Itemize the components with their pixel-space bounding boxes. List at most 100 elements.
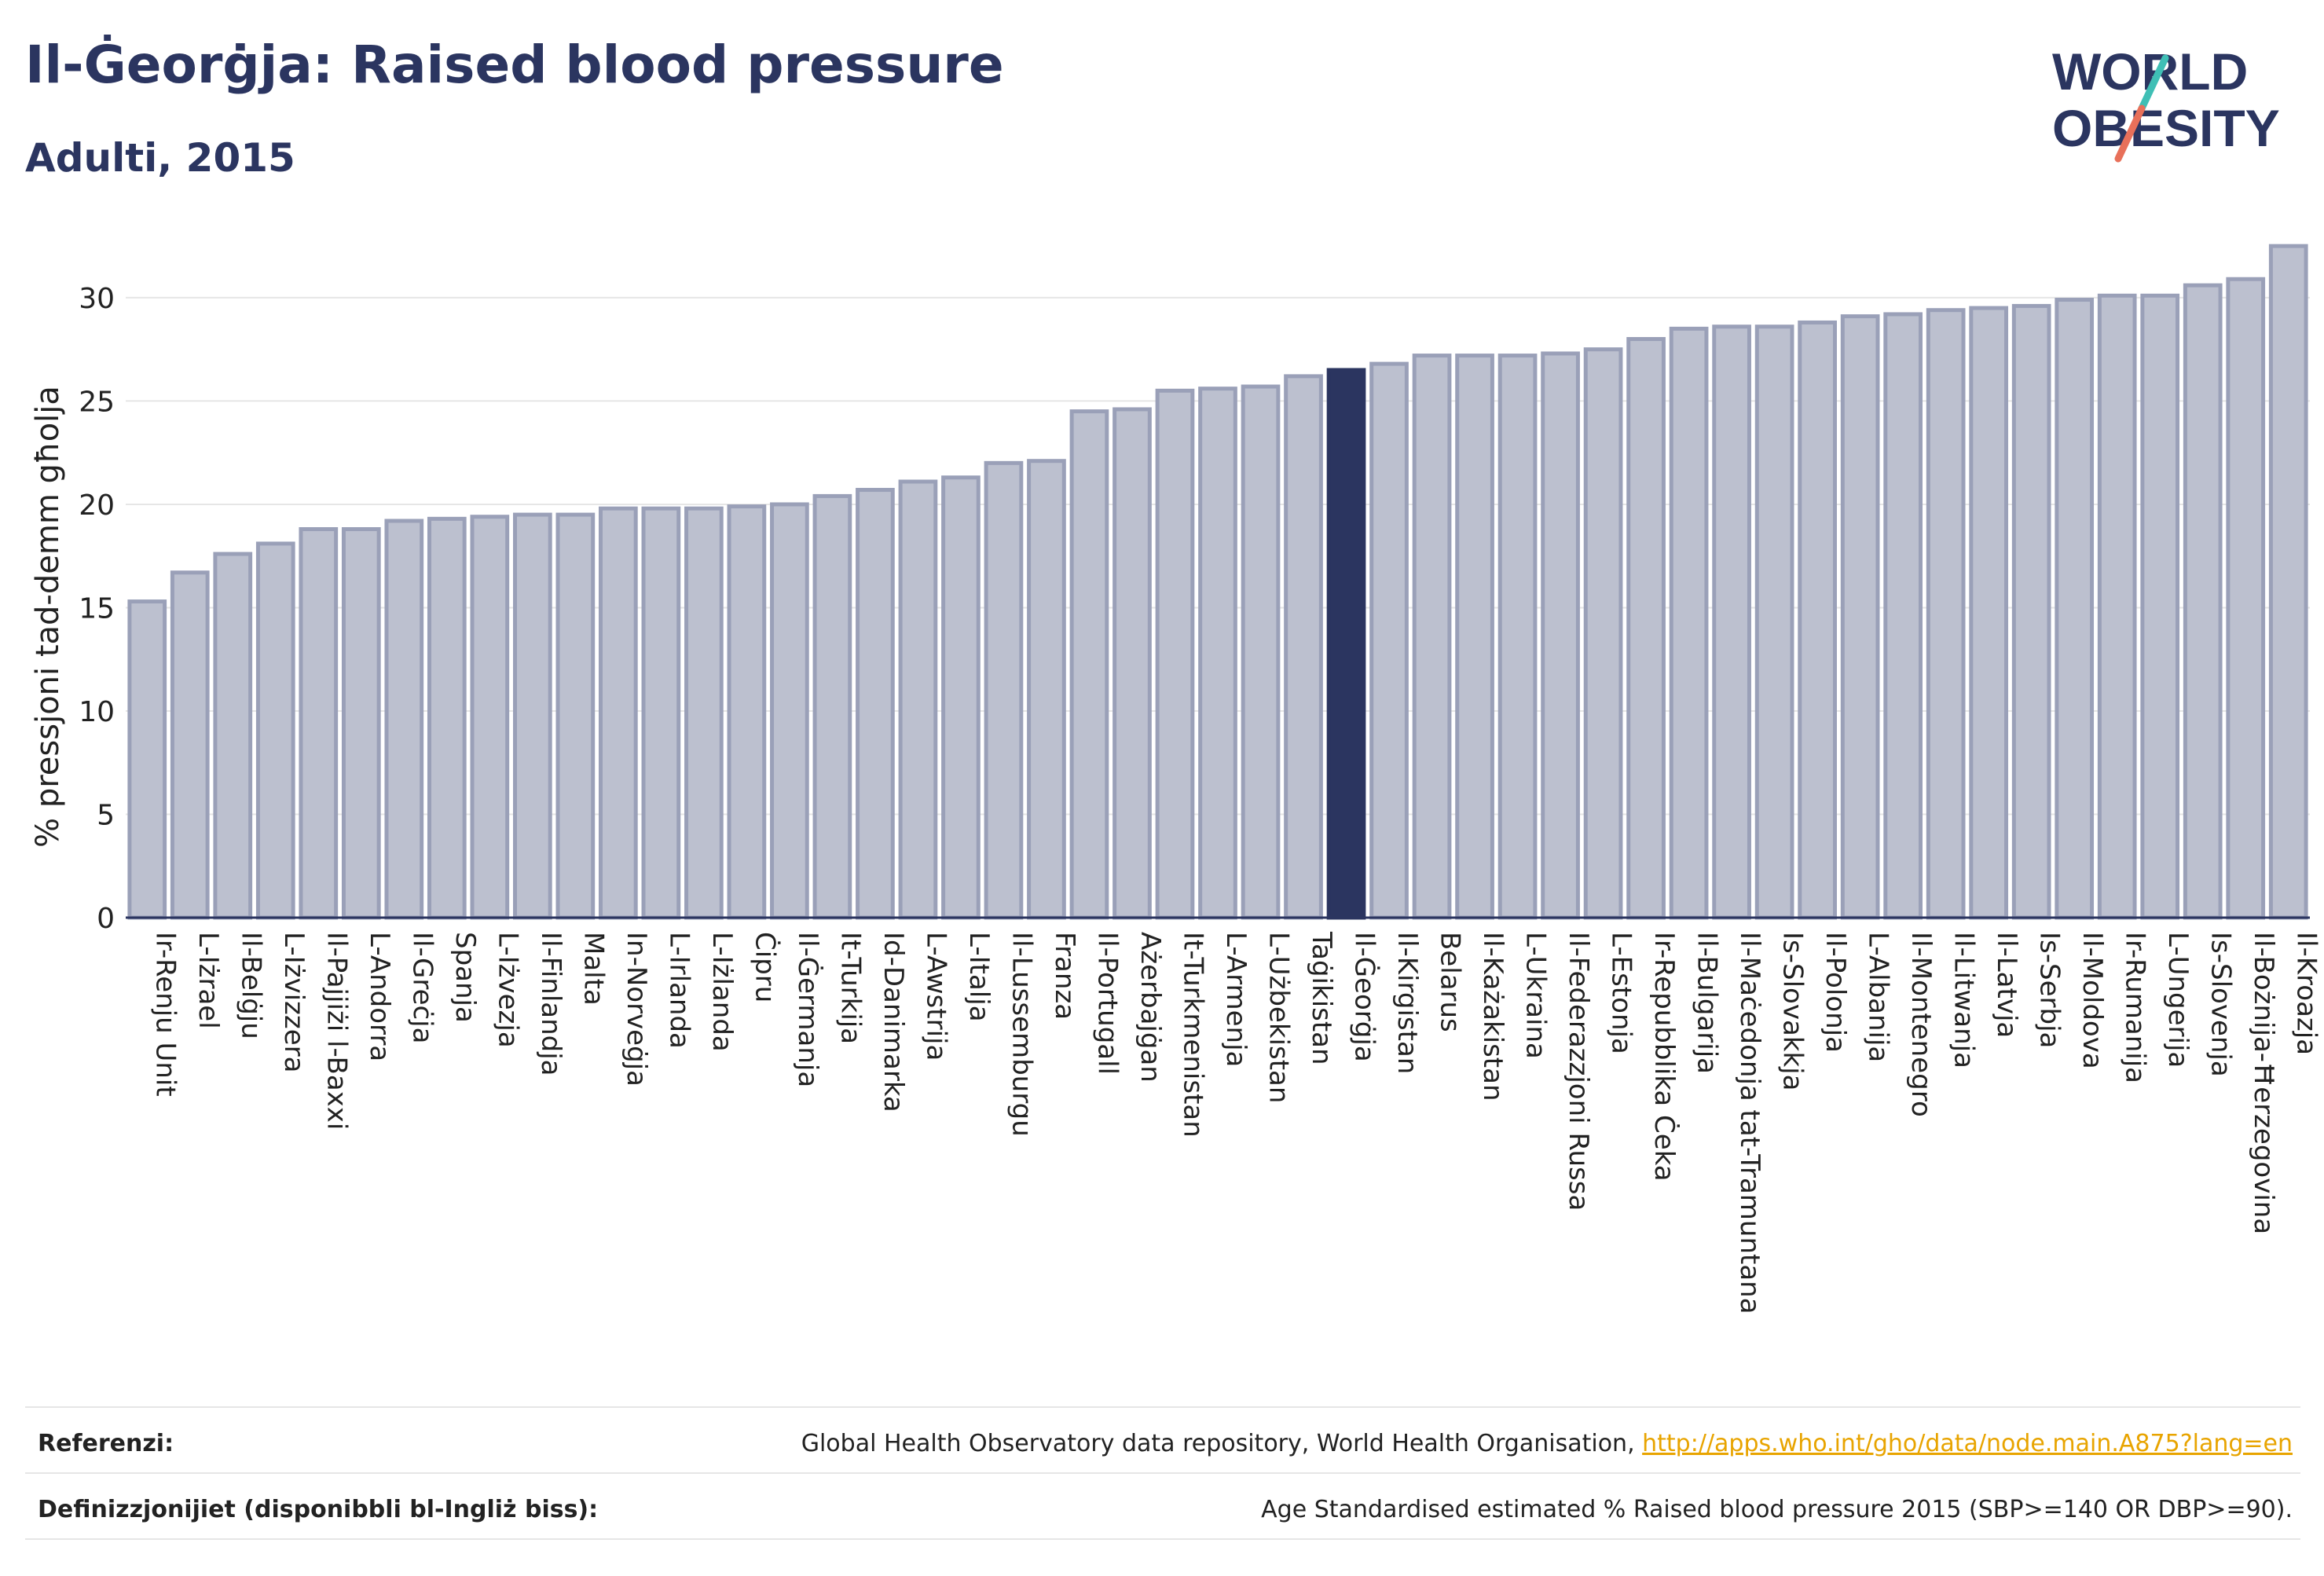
- x-tick-label: L-Użbekistan: [1263, 932, 1295, 1103]
- bars: [127, 244, 2308, 920]
- bar: [213, 552, 253, 920]
- bar: [1113, 407, 1152, 920]
- bar-chart: 0 5 10 15 20 25 30 Ir-Renju Unit L-Iżrael Il-Bel…: [30, 244, 2322, 1314]
- footer-divider-top: [25, 1406, 2300, 1408]
- bar: [856, 488, 895, 920]
- x-tick-label: Il-Polonja: [1820, 932, 1851, 1053]
- y-tick-labels: 0 5 10 15 20 25 30: [79, 283, 115, 935]
- bar: [1883, 312, 1923, 920]
- bar: [2055, 298, 2095, 920]
- x-tick-label: L-Armenja: [1220, 932, 1252, 1067]
- bar: [2140, 293, 2180, 920]
- bar: [599, 506, 638, 920]
- x-tick-label: Ir-Renju Unit: [149, 932, 181, 1097]
- bar: [1241, 384, 1281, 920]
- x-tick-label: Il-Ġeorġja: [1349, 932, 1381, 1062]
- bar: [384, 519, 424, 920]
- y-tick-label: 0: [97, 903, 115, 935]
- bar: [812, 493, 852, 920]
- x-tick-label: Is-Serbja: [2034, 932, 2066, 1048]
- x-tick-label: L-Andorra: [364, 932, 395, 1061]
- bar: [684, 506, 724, 920]
- chart-title: Il-Ġeorġja: Raised blood pressure: [25, 35, 1004, 95]
- x-tick-label: Il-Ġermanja: [792, 932, 824, 1087]
- bar: [299, 527, 339, 920]
- bar: [898, 479, 938, 920]
- y-tick-label: 15: [79, 592, 115, 625]
- x-tick-label: Taġikistan: [1306, 931, 1337, 1065]
- x-tick-label: Ċipru: [749, 932, 781, 1002]
- x-tick-label: Il-Finlandja: [535, 932, 566, 1076]
- bar: [727, 504, 767, 920]
- bar: [427, 516, 467, 920]
- bar: [1541, 351, 1580, 920]
- bar: [641, 506, 681, 920]
- x-tick-label: L-Albanija: [1863, 932, 1894, 1062]
- x-tick-label: L-Iżvezja: [492, 932, 523, 1048]
- x-tick-label: Il-Belġju: [235, 932, 266, 1039]
- x-tick-labels: Ir-Renju Unit L-Iżrael Il-Belġju L-Iżvizzer…: [149, 931, 2322, 1314]
- bar: [2011, 303, 2051, 920]
- bar: [1926, 308, 1966, 920]
- y-tick-label: 25: [79, 386, 115, 418]
- bar: [1412, 354, 1452, 920]
- bar: [1497, 354, 1538, 920]
- bar: [1027, 459, 1066, 920]
- x-tick-label: Il-Latvja: [1991, 932, 2022, 1038]
- x-tick-label: Il-Moldova: [2077, 932, 2108, 1069]
- x-tick-label: Spanja: [449, 932, 481, 1023]
- bar: [1798, 320, 1837, 920]
- x-tick-label: Ażerbajġan: [1135, 932, 1166, 1083]
- bar: [2268, 244, 2308, 920]
- bar: [555, 512, 596, 920]
- footer-divider-bottom: [25, 1538, 2300, 1540]
- bar: [2097, 293, 2137, 920]
- bar: [1669, 326, 1709, 920]
- x-tick-label: Id-Danimarka: [878, 932, 909, 1112]
- bar: [1626, 337, 1666, 920]
- bar: [341, 527, 381, 920]
- bar: [127, 599, 167, 920]
- bar: [2183, 283, 2223, 920]
- bar: [170, 570, 210, 920]
- x-tick-label: L-Estonja: [1606, 932, 1637, 1054]
- references-text: Global Health Observatory data repositor…: [801, 1430, 1643, 1457]
- x-tick-label: Il-Montenegro: [1905, 932, 1937, 1117]
- y-tick-label: 10: [79, 696, 115, 728]
- x-tick-label: Ir-Repubblika Ċeka: [1648, 932, 1681, 1182]
- x-tick-label: It-Turkmenistan: [1177, 932, 1208, 1138]
- world-obesity-logo: WORLD OBESITY: [2052, 42, 2280, 163]
- x-tick-label: Ir-Rumanija: [2120, 932, 2151, 1083]
- definitions-label: Definizzjonijiet (disponibbli bl-Ingliż …: [38, 1496, 599, 1523]
- references-value: Global Health Observatory data repositor…: [801, 1430, 2293, 1457]
- x-tick-label: Franza: [1049, 932, 1080, 1020]
- bar: [1369, 361, 1409, 920]
- x-tick-label: Malta: [577, 932, 609, 1006]
- x-tick-label: Il-Portugall: [1091, 932, 1123, 1075]
- bar: [512, 512, 552, 920]
- bar: [1969, 306, 2009, 920]
- x-tick-label: L-Awstrija: [920, 932, 951, 1061]
- bar: [1155, 388, 1195, 920]
- x-tick-label: Il-Pajjiżi l-Baxxi: [321, 932, 352, 1130]
- references-link[interactable]: http://apps.who.int/gho/data/node.main.A…: [1642, 1430, 2293, 1457]
- x-tick-label: L-Ukraina: [1520, 932, 1552, 1059]
- bar-highlighted: [1326, 368, 1366, 920]
- definitions-value: Age Standardised estimated % Raised bloo…: [1261, 1496, 2293, 1523]
- logo-slash-teal: [2138, 54, 2169, 112]
- x-tick-label: Il-Bożnija-Ħerzegovina: [2248, 932, 2279, 1234]
- x-tick-label: Il-Kirgistan: [1391, 932, 1423, 1074]
- y-tick-label: 30: [79, 283, 115, 315]
- logo-slash-red: [2114, 104, 2146, 163]
- x-tick-label: Il-Bulgarija: [1692, 932, 1723, 1074]
- x-tick-label: Il-Kroazja: [2291, 932, 2322, 1055]
- logo-line2: OBESITY: [2052, 99, 2280, 157]
- y-axis-label: % pressjoni tad-demm għolja: [30, 386, 66, 848]
- x-tick-label: L-Iżvizzera: [278, 932, 310, 1072]
- x-tick-label: Il-Greċja: [406, 932, 438, 1043]
- bar: [1840, 314, 1880, 920]
- bar: [1712, 324, 1751, 920]
- bar: [770, 502, 809, 920]
- x-tick-label: L-Ungerija: [2162, 932, 2194, 1068]
- bar: [984, 460, 1024, 920]
